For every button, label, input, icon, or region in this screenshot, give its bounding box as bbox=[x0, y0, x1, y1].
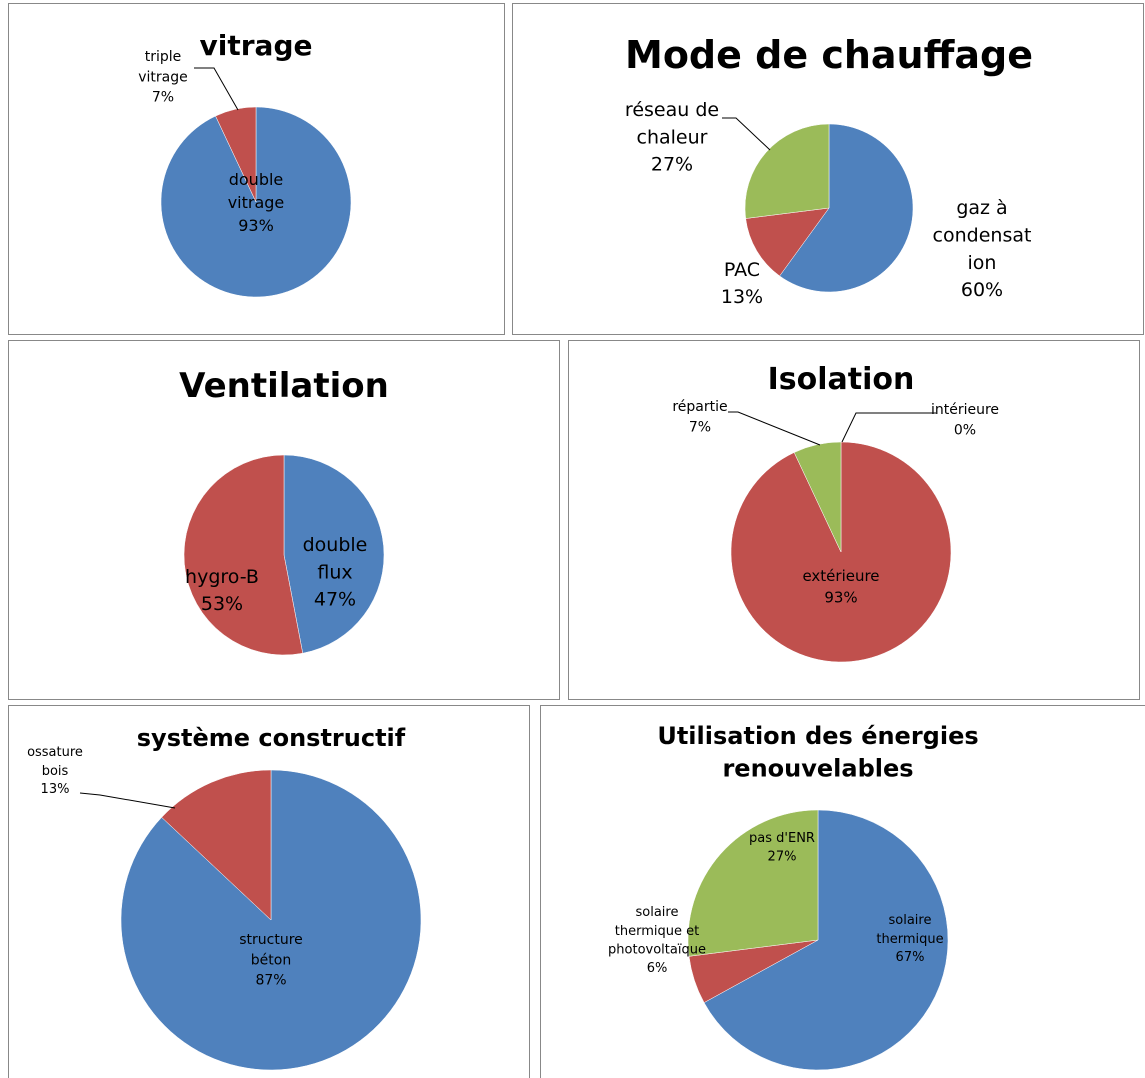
slice-label: pas d'ENR bbox=[749, 831, 815, 846]
slice-label: répartie bbox=[672, 399, 727, 415]
slice-label: double vitrage bbox=[228, 170, 285, 212]
slice-value-label: 13% bbox=[721, 286, 763, 308]
pie-slice bbox=[744, 123, 830, 219]
slice-label: hygro-B bbox=[185, 566, 259, 588]
slice-label: solaire thermique bbox=[876, 913, 943, 947]
pie-slice bbox=[215, 106, 257, 203]
slice-label: structure béton bbox=[239, 932, 303, 968]
pie-slice bbox=[120, 769, 422, 1071]
slice-value-label: 27% bbox=[651, 154, 693, 176]
slice-value-label: 7% bbox=[689, 419, 711, 435]
slice-label: ossature bois bbox=[27, 745, 83, 779]
chart-title: Utilisation des énergies renouvelables bbox=[657, 722, 978, 782]
slice-label: intérieure bbox=[931, 402, 999, 418]
slice-label: extérieure bbox=[802, 567, 879, 585]
pie-slice bbox=[745, 207, 830, 277]
slice-value-label: 6% bbox=[647, 961, 668, 976]
leader-line bbox=[722, 117, 771, 151]
chart-title: Mode de chauffage bbox=[625, 33, 1033, 77]
slice-value-label: 47% bbox=[314, 589, 356, 611]
slice-label: gaz à condensat ion bbox=[933, 197, 1032, 274]
slice-value-label: 0% bbox=[954, 422, 976, 438]
chart-title: Ventilation bbox=[179, 366, 389, 406]
slice-value-label: 27% bbox=[768, 849, 797, 864]
pie-slice bbox=[703, 809, 949, 1071]
chart-title: vitrage bbox=[200, 29, 313, 62]
pie-slice bbox=[183, 454, 304, 656]
pie-slice bbox=[779, 123, 914, 293]
slice-value-label: 93% bbox=[824, 588, 857, 606]
slice-value-label: 67% bbox=[896, 950, 925, 965]
slice-label: PAC bbox=[724, 259, 760, 281]
slice-value-label: 87% bbox=[255, 973, 286, 989]
leader-line bbox=[728, 411, 821, 446]
chart-title: Isolation bbox=[768, 362, 915, 397]
slice-value-label: 7% bbox=[152, 90, 174, 106]
leader-line bbox=[194, 67, 239, 111]
slice-value-label: 53% bbox=[201, 593, 243, 615]
slice-label: solaire thermique et photovoltaïque bbox=[608, 905, 706, 958]
chart-title: système constructif bbox=[137, 724, 406, 752]
slice-value-label: 13% bbox=[41, 782, 70, 797]
leader-line bbox=[841, 412, 936, 443]
pie-slice bbox=[793, 441, 842, 553]
leader-line bbox=[79, 792, 176, 809]
slice-label: double flux bbox=[303, 534, 368, 584]
slice-value-label: 93% bbox=[238, 216, 274, 235]
pie-slice bbox=[283, 454, 385, 654]
slice-label: triple vitrage bbox=[138, 49, 188, 85]
pie-slice bbox=[161, 769, 272, 921]
slice-label: réseau de chaleur bbox=[625, 99, 719, 149]
pie-slice bbox=[687, 809, 819, 957]
slice-value-label: 60% bbox=[961, 279, 1003, 301]
